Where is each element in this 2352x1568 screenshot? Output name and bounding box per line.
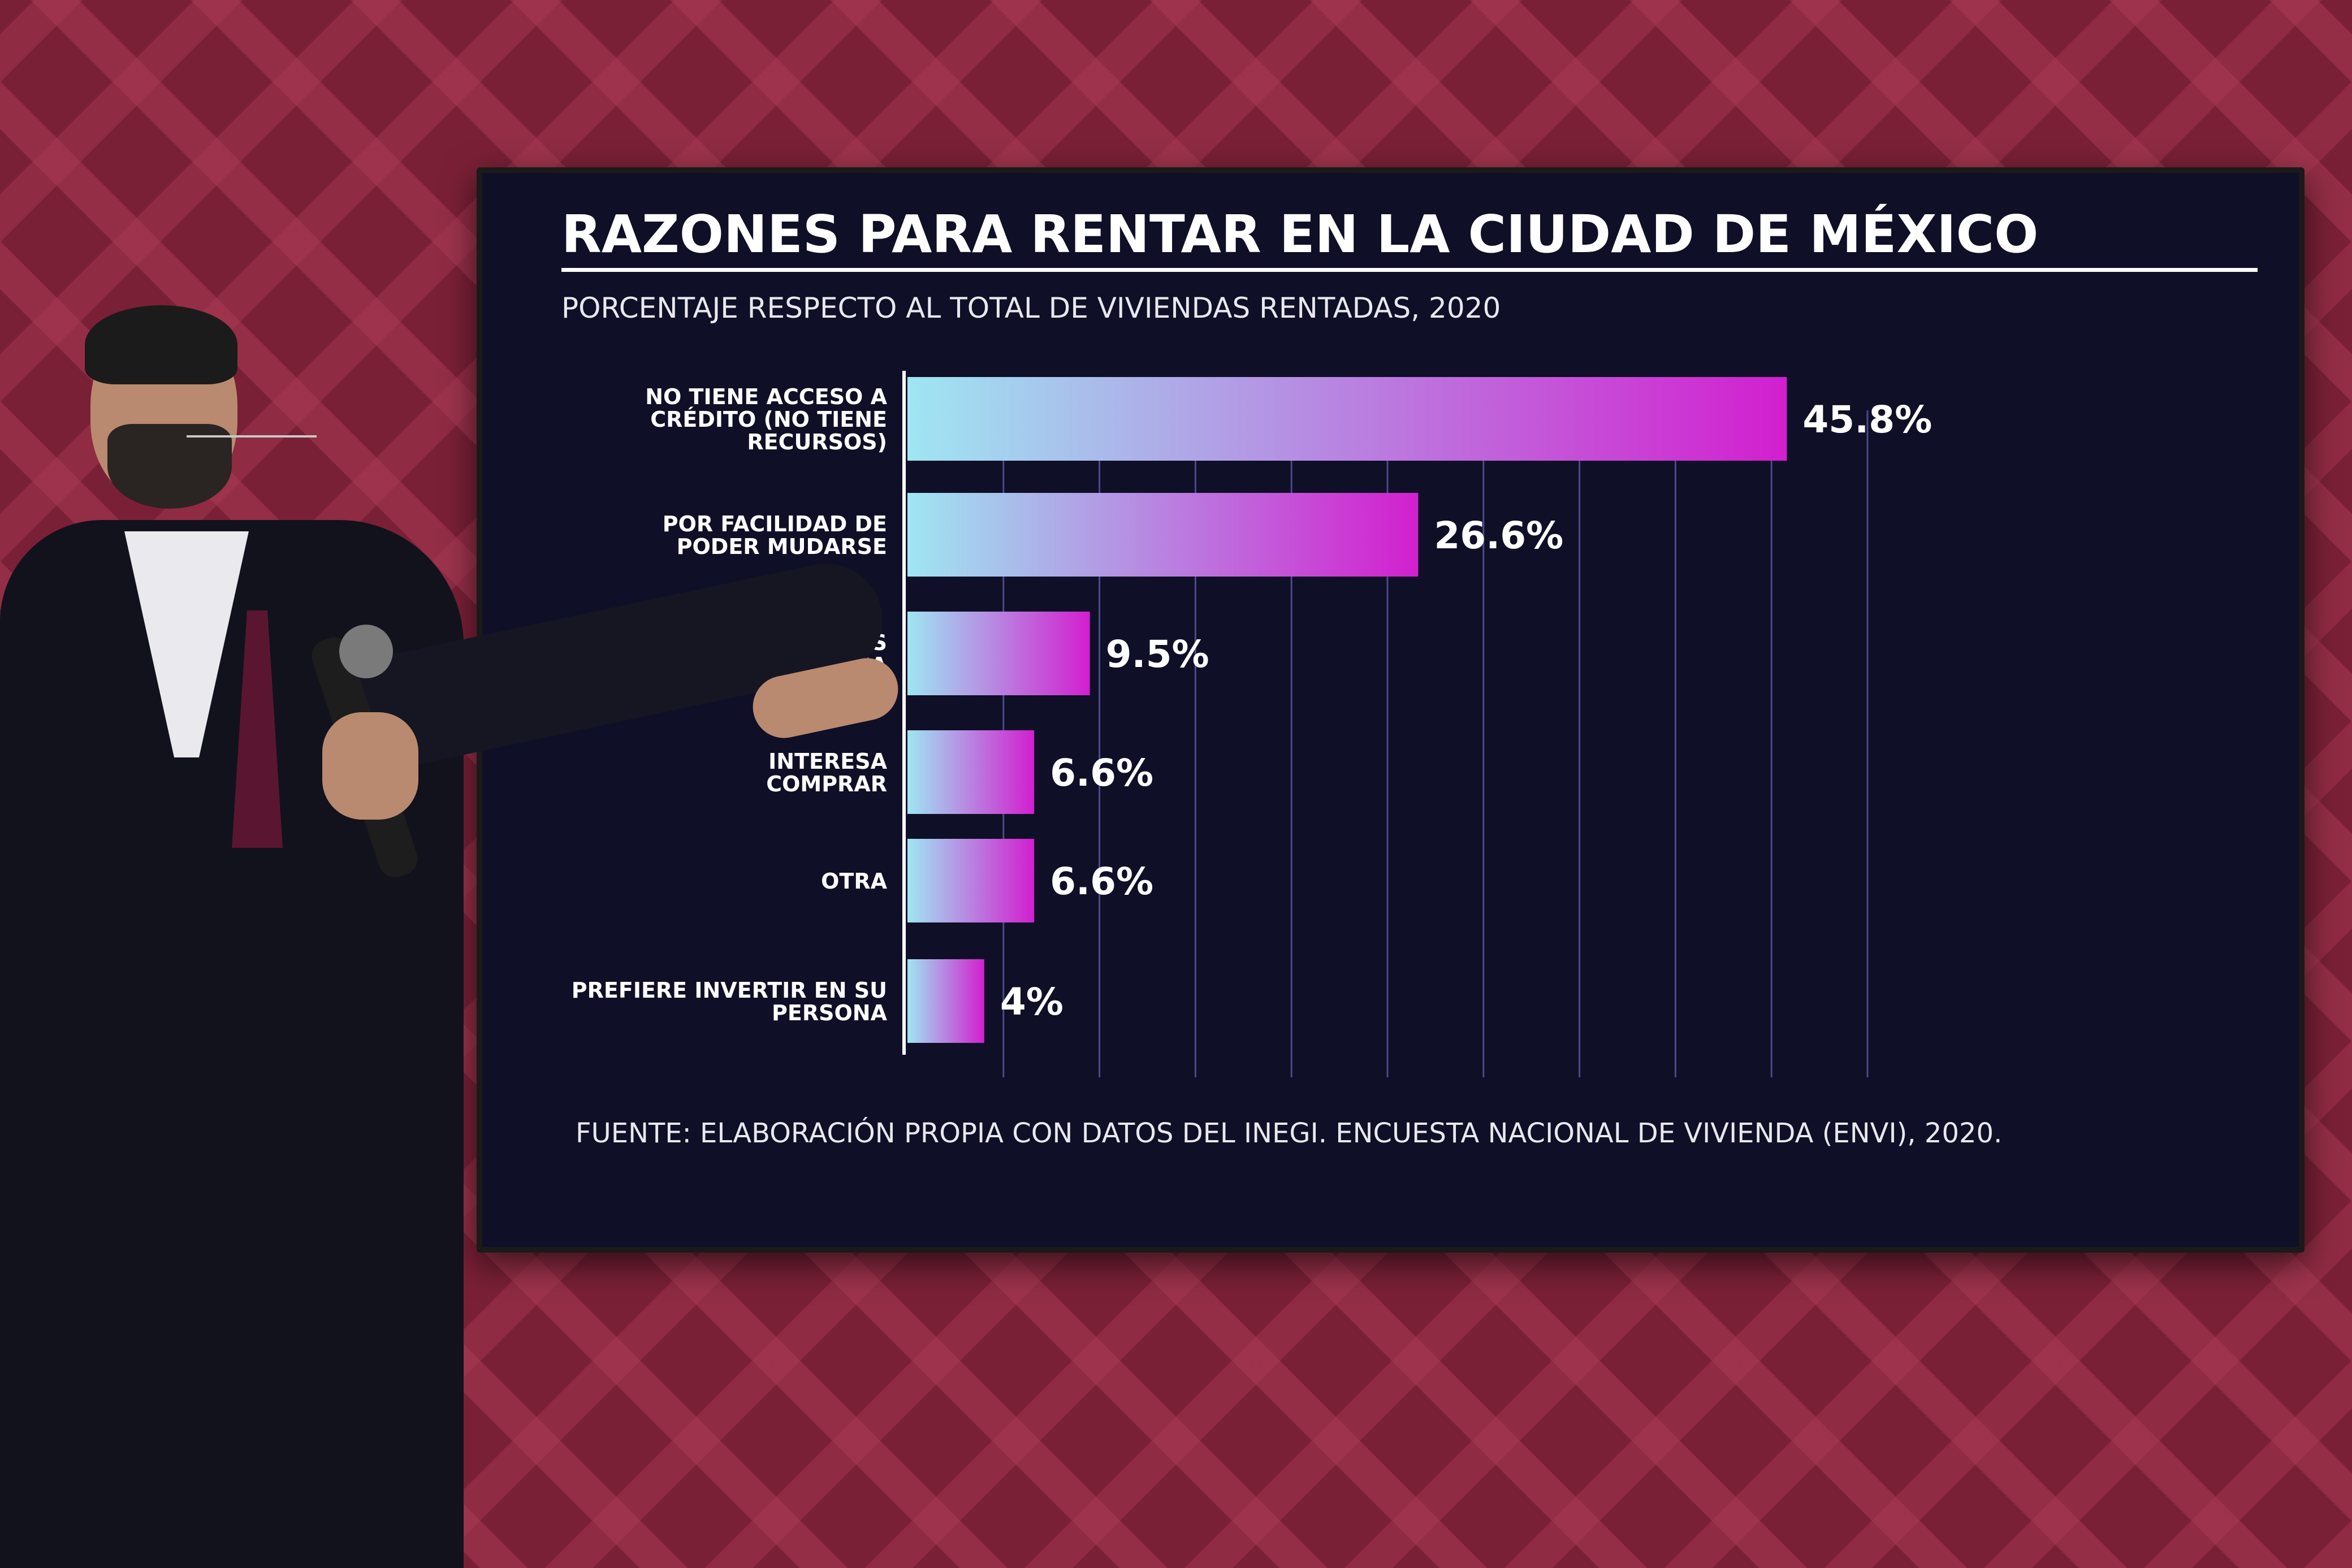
presenter-beard bbox=[107, 424, 232, 509]
data-label: 9.5% bbox=[1106, 633, 1209, 676]
bars: 45.8% NO TIENE ACCESO A CRÉDITO (NO TIENE R… bbox=[572, 377, 1932, 1043]
microphone-head bbox=[339, 625, 393, 678]
bar bbox=[907, 612, 1090, 695]
category-label: OTRA bbox=[821, 869, 887, 894]
bar bbox=[907, 493, 1419, 577]
chart-source: FUENTE: ELABORACIÓN PROPIA CON DATOS DEL… bbox=[576, 1117, 2002, 1149]
presenter-mic-hand bbox=[322, 712, 418, 820]
bar bbox=[907, 959, 984, 1043]
bar bbox=[907, 377, 1787, 461]
category-label: PREFIERE INVERTIR EN SU PERSONA bbox=[572, 978, 888, 1025]
presenter-hair bbox=[85, 305, 237, 384]
data-label: 6.6% bbox=[1050, 751, 1153, 795]
data-label: 6.6% bbox=[1050, 860, 1153, 903]
data-label: 45.8% bbox=[1802, 398, 1932, 441]
data-label: 4% bbox=[1000, 980, 1063, 1024]
chart-subtitle: PORCENTAJE RESPECTO AL TOTAL DE VIVIENDA… bbox=[561, 292, 1501, 324]
bar bbox=[907, 839, 1035, 922]
category-label: POR FACILIDAD DE PODER MUDARSE bbox=[663, 512, 887, 559]
chart-title: RAZONES PARA RENTAR EN LA CIUDAD DE MÉXI… bbox=[561, 203, 2038, 265]
data-label: 26.6% bbox=[1434, 514, 1563, 557]
glasses-icon bbox=[187, 435, 317, 438]
title-underline bbox=[561, 268, 2258, 272]
category-label: NO TIENE ACCESO A CRÉDITO (NO TIENE RECURS… bbox=[645, 384, 887, 454]
category-label: INTERESA COMPRAR bbox=[766, 749, 887, 796]
bar bbox=[907, 730, 1035, 814]
presentation-screen: RAZONES PARA RENTAR EN LA CIUDAD DE MÉXI… bbox=[477, 167, 2305, 1253]
bar-chart: RAZONES PARA RENTAR EN LA CIUDAD DE MÉXI… bbox=[561, 203, 2258, 1149]
presenter-silhouette bbox=[0, 305, 904, 1568]
